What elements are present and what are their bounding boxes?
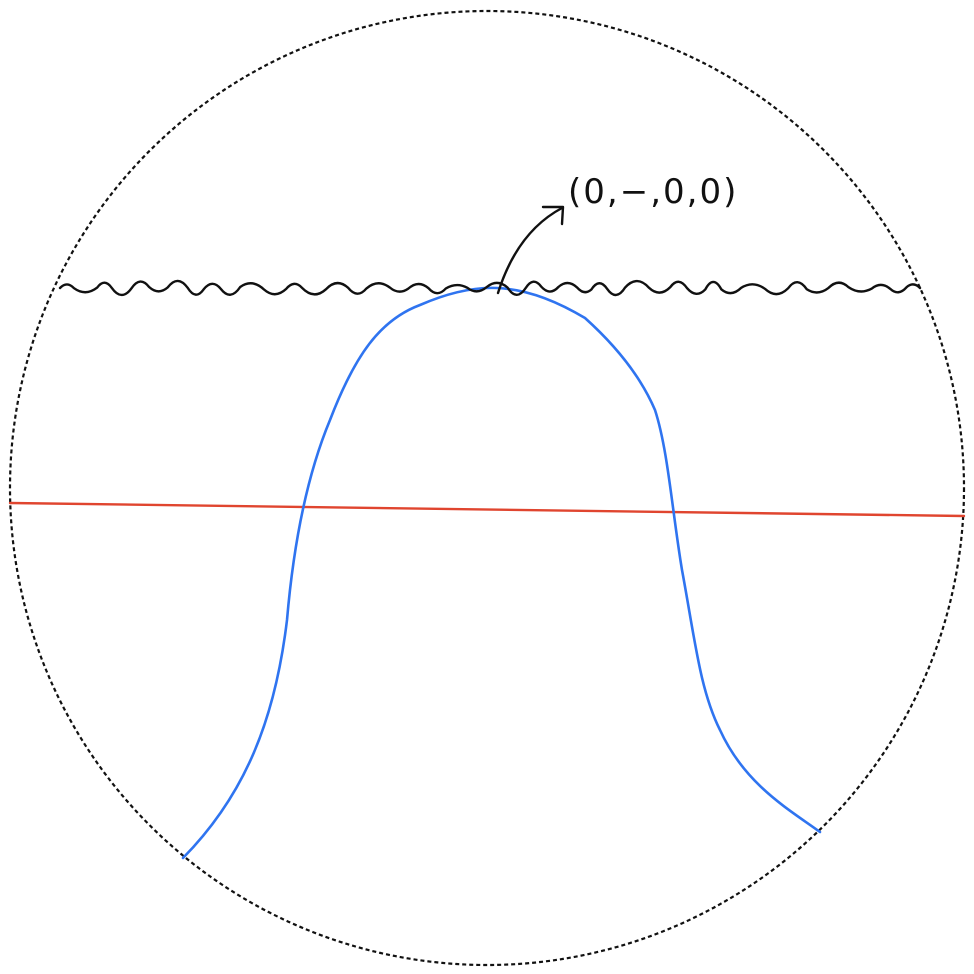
arch-curve (181, 286, 822, 860)
straight-line (8, 501, 966, 518)
wavy-line (58, 279, 922, 297)
coordinate-label: (0,−,0,0) (568, 172, 738, 212)
pointer-arrow-shaft (496, 206, 564, 295)
pointer-arrowhead (541, 205, 565, 226)
boundary-circle (8, 9, 966, 967)
